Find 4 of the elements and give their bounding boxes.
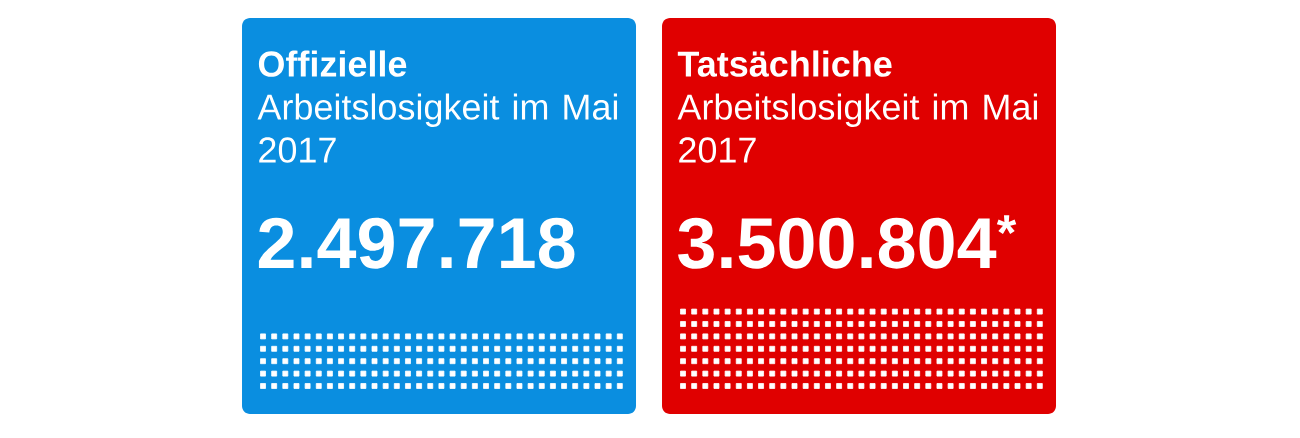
category-label: Offizielle Arbeitslosigkeit im Mai 2017	[257, 50, 618, 163]
category-label: Tatsächliche Arbeitslosigkeit im Mai 2017	[677, 50, 1038, 163]
data-label: 3.500.804$^{*}$	[678, 215, 1017, 269]
data-label: 2.497.718	[258, 217, 575, 269]
